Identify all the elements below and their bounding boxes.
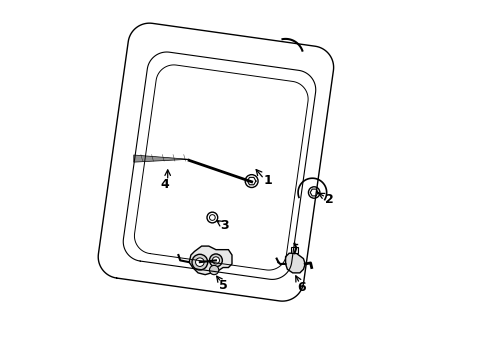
Text: 4: 4: [161, 178, 169, 191]
Circle shape: [212, 257, 219, 264]
Text: 5: 5: [218, 279, 227, 292]
Text: 3: 3: [220, 219, 229, 232]
Circle shape: [244, 175, 258, 188]
Polygon shape: [189, 246, 231, 275]
Text: 2: 2: [325, 193, 333, 206]
Circle shape: [195, 258, 203, 266]
Text: 6: 6: [297, 281, 305, 294]
Circle shape: [209, 265, 218, 275]
FancyBboxPatch shape: [290, 247, 298, 253]
Polygon shape: [134, 155, 189, 162]
Circle shape: [308, 187, 319, 198]
Circle shape: [192, 254, 207, 270]
Text: 1: 1: [264, 174, 272, 187]
Circle shape: [206, 212, 217, 223]
Polygon shape: [285, 253, 305, 273]
Circle shape: [209, 254, 222, 267]
